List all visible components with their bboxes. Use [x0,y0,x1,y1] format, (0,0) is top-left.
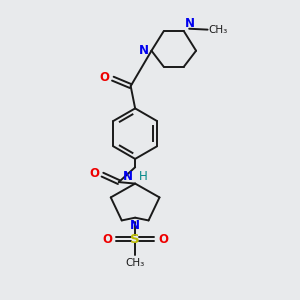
Text: O: O [89,167,100,180]
Text: N: N [185,16,195,30]
Text: N: N [130,219,140,232]
Text: H: H [139,170,148,183]
Text: N: N [123,169,133,183]
Text: S: S [130,232,140,246]
Text: O: O [102,232,112,246]
Text: N: N [139,44,149,57]
Text: CH₃: CH₃ [125,257,145,268]
Text: O: O [158,232,168,246]
Text: O: O [99,71,109,84]
Text: CH₃: CH₃ [209,25,228,34]
